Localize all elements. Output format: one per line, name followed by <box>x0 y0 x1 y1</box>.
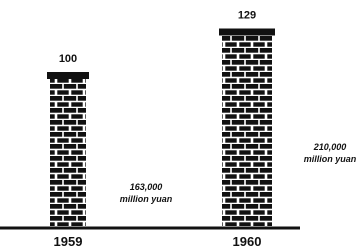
bar-cap <box>47 72 89 79</box>
bar <box>222 33 272 227</box>
annotation: million yuan <box>120 194 173 204</box>
value-label: 100 <box>59 53 77 65</box>
x-tick-label: 1960 <box>233 234 262 249</box>
annotation: million yuan <box>304 154 357 164</box>
value-label: 129 <box>238 10 256 22</box>
bar-cap <box>219 29 275 36</box>
page: {"chart_data": {"type": "bar", "categori… <box>0 0 364 250</box>
annotation: 210,000 <box>313 142 347 152</box>
chart: 100 1959 163,000 million yuan 129 1960 210,000… <box>0 0 364 250</box>
annotation: 163,000 <box>130 182 163 192</box>
bar <box>50 76 86 226</box>
x-tick-label: 1959 <box>54 234 83 249</box>
